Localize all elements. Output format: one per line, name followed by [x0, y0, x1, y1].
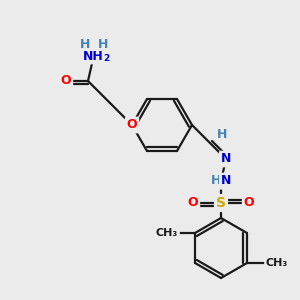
Text: 2: 2: [103, 54, 109, 63]
Text: CH₃: CH₃: [156, 228, 178, 238]
Text: CH₃: CH₃: [266, 258, 288, 268]
Text: N: N: [221, 175, 231, 188]
Text: H: H: [211, 175, 221, 188]
Text: H: H: [80, 38, 90, 52]
Text: N: N: [221, 152, 231, 166]
Text: S: S: [216, 196, 226, 210]
Text: O: O: [127, 118, 137, 131]
Text: H: H: [98, 38, 108, 52]
Text: O: O: [244, 196, 254, 209]
Text: H: H: [217, 128, 227, 142]
Text: NH: NH: [82, 50, 103, 62]
Text: O: O: [188, 196, 198, 209]
Text: O: O: [61, 74, 71, 88]
